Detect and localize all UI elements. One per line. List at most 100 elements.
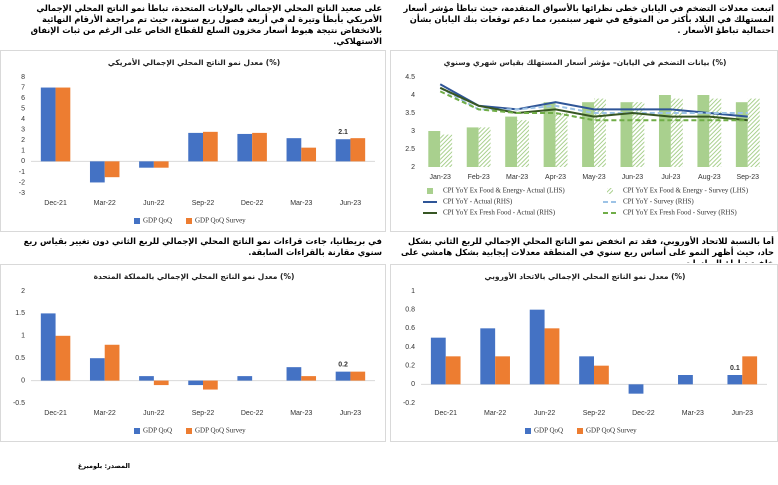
y-tick-label: 2 xyxy=(21,137,25,144)
legend-swatch xyxy=(607,188,613,194)
y-tick-label: 2 xyxy=(21,288,25,295)
bar xyxy=(430,337,446,385)
y-tick-label: 4 xyxy=(21,116,25,123)
panel-caption: على صعيد الناتج المحلي الإجمالي بالولايا… xyxy=(30,3,382,46)
bar xyxy=(89,161,105,183)
x-tick-label: Sep-22 xyxy=(192,410,215,417)
x-tick-label: Mar-23 xyxy=(290,200,312,207)
panel-caption: اتبعت معدلات التضخم في اليابان خطى نظرائ… xyxy=(403,3,774,35)
bar xyxy=(40,313,56,381)
chart-title: معدل نمو الناتج المحلي الإجمالي بالمملكة… xyxy=(94,272,295,281)
data-label: 0.2 xyxy=(338,361,348,368)
x-tick-label: Jun-23 xyxy=(340,410,362,417)
y-tick-label: 5 xyxy=(21,105,25,112)
y-tick-label: -2 xyxy=(19,179,25,186)
legend-swatch xyxy=(577,428,583,434)
legend-swatch xyxy=(525,428,531,434)
panel-caption: في بريطانيا، جاءت قراءات نمو الناتج المح… xyxy=(23,236,382,257)
x-tick-label: Dec-21 xyxy=(434,410,457,417)
y-tick-label: 0.4 xyxy=(405,344,415,351)
bar xyxy=(466,127,479,167)
chart: بيانات التضخم في اليابان– مؤشر أسعار الم… xyxy=(390,50,778,232)
y-tick-label: 2 xyxy=(411,164,415,171)
y-tick-label: 3 xyxy=(21,127,25,134)
x-tick-label: Jun-23 xyxy=(622,174,644,181)
x-tick-label: Sep-22 xyxy=(583,410,606,417)
bar xyxy=(40,87,56,162)
bar xyxy=(478,127,491,167)
x-tick-label: Apr-23 xyxy=(545,174,566,181)
chart-title: معدل نمو الناتج المحلي الإجمالي بالاتحاد… xyxy=(485,272,686,281)
x-tick-label: Mar-23 xyxy=(290,410,312,417)
bar xyxy=(104,161,120,178)
legend-label: CPI YoY Ex Food & Energy - Survey (LHS) xyxy=(623,187,749,195)
bar xyxy=(579,356,594,385)
bar xyxy=(495,356,510,385)
bar xyxy=(335,139,351,162)
legend-label: GDP QoQ Survey xyxy=(586,427,637,435)
y-tick-label: -0.5 xyxy=(13,400,25,407)
bar xyxy=(445,356,461,385)
bar xyxy=(480,328,496,385)
legend-label: GDP QoQ xyxy=(143,217,172,225)
x-tick-label: Aug-23 xyxy=(698,174,721,181)
legend-label: GDP QoQ xyxy=(534,427,563,435)
y-tick-label: 0.6 xyxy=(405,325,415,332)
bar xyxy=(203,131,218,162)
bar xyxy=(632,102,645,167)
bar xyxy=(529,309,545,385)
bar xyxy=(301,147,317,162)
bar xyxy=(658,95,671,167)
legend-swatch xyxy=(186,428,192,434)
x-tick-label: Dec-21 xyxy=(44,410,67,417)
y-tick-label: 0.8 xyxy=(405,307,415,314)
bar xyxy=(543,102,556,167)
panel-caption: أما بالنسبة للاتحاد الأوروبي، فقد تم انخ… xyxy=(400,236,774,263)
bar xyxy=(709,98,722,167)
x-tick-label: Mar-22 xyxy=(484,410,506,417)
x-tick-label: Sep-23 xyxy=(736,174,759,181)
bar xyxy=(697,95,710,167)
x-tick-label: Jun-22 xyxy=(143,410,165,417)
bar xyxy=(139,161,154,168)
bar xyxy=(286,138,302,162)
y-tick-label: 6 xyxy=(21,95,25,102)
y-tick-label: 1 xyxy=(21,148,25,155)
bar xyxy=(188,380,203,386)
bar xyxy=(742,356,758,385)
bar xyxy=(335,371,351,381)
bar xyxy=(139,376,154,381)
data-label: 0.1 xyxy=(730,365,740,372)
legend-swatch xyxy=(427,188,433,194)
x-tick-label: Sep-22 xyxy=(192,200,215,207)
bar xyxy=(89,358,105,381)
bar xyxy=(301,376,317,381)
line-series xyxy=(439,86,748,122)
bar xyxy=(594,365,609,385)
legend-swatch xyxy=(134,218,140,224)
bar xyxy=(517,120,530,167)
x-tick-label: Feb-23 xyxy=(468,174,490,181)
y-tick-label: 4 xyxy=(411,92,415,99)
bar xyxy=(747,98,760,167)
y-tick-label: 1 xyxy=(21,333,25,340)
legend-label: CPI YoY Ex Food & Energy- Actual (LHS) xyxy=(443,187,565,195)
bar xyxy=(620,102,633,167)
x-tick-label: Jul-23 xyxy=(661,174,680,181)
y-tick-label: 1 xyxy=(411,288,415,295)
bar xyxy=(582,102,594,167)
legend-label: GDP QoQ Survey xyxy=(195,217,246,225)
x-tick-label: Dec-22 xyxy=(241,410,264,417)
legend-label: GDP QoQ Survey xyxy=(195,427,246,435)
legend-swatch xyxy=(186,218,192,224)
chart: معدل نمو الناتج المحلي الإجمالي الأمريكي… xyxy=(0,50,386,232)
legend-label: CPI YoY Ex Fresh Food - Actual (RHS) xyxy=(443,209,556,217)
legend-label: CPI YoY Ex Fresh Food - Survey (RHS) xyxy=(623,209,737,217)
y-tick-label: -3 xyxy=(19,190,25,197)
bar xyxy=(594,98,606,167)
y-tick-label: 0 xyxy=(411,381,415,388)
y-tick-label: 7 xyxy=(21,84,25,91)
bar xyxy=(628,384,644,394)
bar xyxy=(153,161,169,168)
